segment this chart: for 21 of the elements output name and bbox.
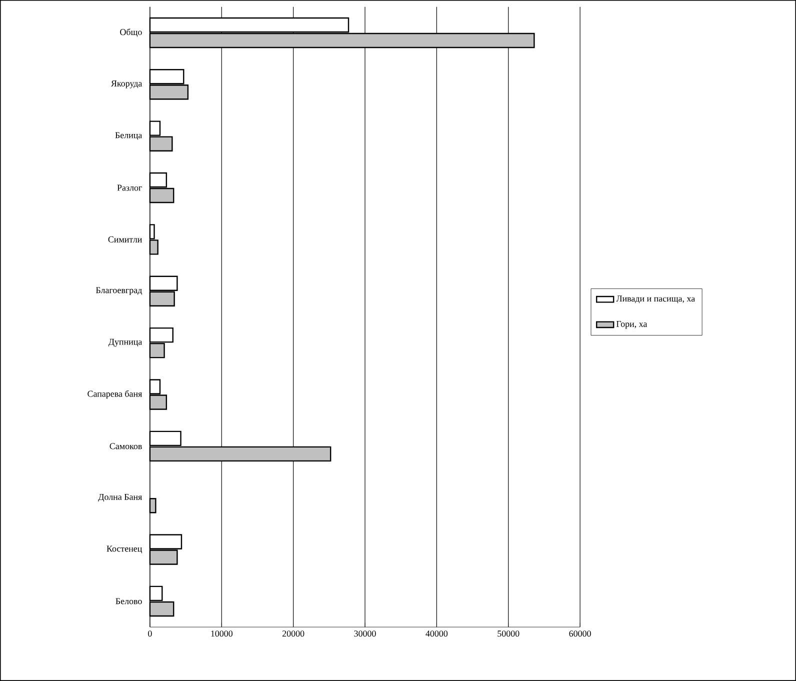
legend-label: Ливади и пасища, ха [616, 296, 695, 304]
y-tick-label: Белица [115, 132, 142, 140]
y-tick-label: Костенец [106, 546, 142, 554]
y-tick-label: Самоков [110, 443, 142, 450]
x-tick-label: 0 [148, 630, 152, 637]
y-tick-label: Разлог [117, 184, 142, 191]
x-tick-label: 20000 [282, 630, 304, 637]
y-tick-label: Благоевград [96, 287, 142, 296]
x-tick-label: 30000 [354, 630, 376, 637]
y-tick-label: Общо [120, 28, 142, 37]
x-tick-label: 50000 [498, 630, 520, 637]
y-tick-label: Дупница [108, 338, 142, 347]
y-tick-label: Сапарева баня [88, 390, 142, 399]
y-tick-label: Симитли [108, 236, 142, 242]
x-tick-label: 10000 [211, 630, 232, 637]
x-tick-label: 60000 [569, 630, 591, 637]
legend-label: Гори, ха [616, 320, 648, 329]
y-tick-label: Долна Баня [98, 494, 142, 502]
y-tick-label: Якоруда [111, 80, 142, 88]
y-tick-label: Белово [116, 598, 142, 604]
x-tick-label: 40000 [426, 630, 448, 637]
